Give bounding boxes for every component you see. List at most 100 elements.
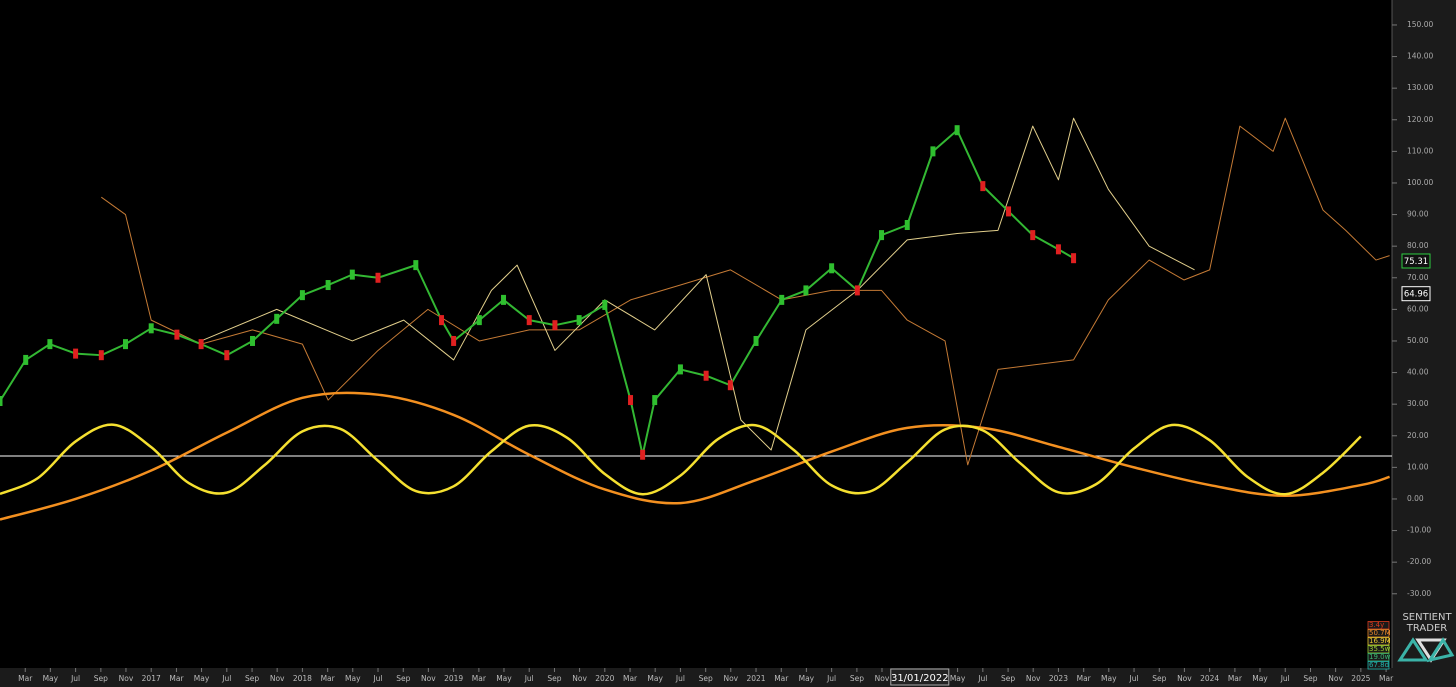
price-candle [640, 449, 646, 460]
price-candle [526, 315, 532, 326]
plot-background [0, 0, 1392, 668]
price-candle [652, 395, 658, 406]
y-tick-label: 120.00 [1407, 115, 1433, 124]
x-tick-label: Mar [321, 674, 336, 683]
price-candle [299, 290, 305, 301]
x-tick-label: Mar [1228, 674, 1243, 683]
x-tick-label: Mar [774, 674, 789, 683]
price-candle [413, 260, 419, 271]
x-tick-label: Sep [1303, 674, 1317, 683]
y-tick-label: 50.00 [1407, 336, 1429, 345]
price-candle [779, 294, 785, 305]
x-tick-label: Nov [1026, 674, 1041, 683]
price-candle [1030, 230, 1036, 241]
price-candle [23, 354, 29, 365]
x-tick-label: Mar [472, 674, 487, 683]
x-tick-label: Nov [270, 674, 285, 683]
price-candle [451, 335, 457, 346]
x-axis-panel [0, 668, 1392, 687]
price-candle [854, 285, 860, 296]
price-candle [98, 350, 104, 361]
series-line [200, 117, 1195, 451]
price-candle [349, 269, 355, 280]
y-tick-label: 10.00 [1407, 462, 1429, 471]
price-candle [1006, 206, 1012, 217]
cursor-date: 31/01/2022 [891, 673, 949, 684]
y-tick-label: 100.00 [1407, 178, 1433, 187]
x-tick-label: Jul [977, 674, 987, 683]
legend-label: 19.0w [1369, 653, 1391, 661]
price-candle [954, 125, 960, 136]
x-tick-label: May [43, 674, 59, 683]
x-tick-label: Jul [826, 674, 836, 683]
x-tick-label: Jul [1280, 674, 1290, 683]
price-candle [274, 313, 280, 324]
x-tick-label: May [647, 674, 663, 683]
x-tick-label: Jul [372, 674, 382, 683]
x-tick-label: Sep [1001, 674, 1015, 683]
price-label: 64.96 [1404, 290, 1428, 300]
x-tick-label: Nov [723, 674, 738, 683]
x-tick-label: Mar [18, 674, 33, 683]
y-tick-label: -10.00 [1407, 526, 1431, 535]
price-candle [703, 370, 709, 381]
x-tick-label: Sep [850, 674, 864, 683]
price-candle [930, 146, 936, 157]
price-label: 75.31 [1404, 257, 1428, 267]
legend-swatch [1367, 621, 1390, 630]
x-tick-label: Mar [1379, 674, 1394, 683]
price-candle [476, 315, 482, 326]
x-tick-label: Nov [119, 674, 134, 683]
price-candle [198, 339, 204, 350]
price-candle [980, 181, 986, 192]
legend-label: 35.5w [1369, 645, 1391, 653]
price-candle [576, 315, 582, 326]
legend-label: 67.8d [1369, 661, 1389, 669]
x-tick-label: Sep [699, 674, 713, 683]
price-candle [904, 219, 910, 230]
x-tick-label: 2020 [595, 674, 614, 683]
price-label-box [1401, 253, 1431, 269]
logo-shape [1397, 637, 1429, 662]
x-tick-label: Nov [1328, 674, 1343, 683]
brand-text: TRADER [1406, 623, 1448, 634]
x-tick-label: 2024 [1200, 674, 1219, 683]
legend-swatch [1367, 661, 1390, 670]
x-tick-label: 2018 [293, 674, 312, 683]
x-tick-label: 2023 [1049, 674, 1068, 683]
x-tick-label: Jul [524, 674, 534, 683]
x-tick-label: May [496, 674, 512, 683]
y-tick-label: 110.00 [1407, 146, 1433, 155]
legend-label: 50.7M [1369, 629, 1391, 637]
y-tick-label: 130.00 [1407, 83, 1433, 92]
price-candle [250, 335, 256, 346]
price-candle [123, 339, 129, 350]
x-tick-label: Nov [572, 674, 587, 683]
y-tick-label: 150.00 [1407, 20, 1433, 29]
x-tick-label: Mar [623, 674, 638, 683]
price-candle [148, 323, 154, 334]
x-tick-label: Sep [547, 674, 561, 683]
y-tick-label: 90.00 [1407, 210, 1429, 219]
price-candle [47, 339, 53, 350]
x-tick-label: Jul [1129, 674, 1139, 683]
y-tick-label: 40.00 [1407, 368, 1429, 377]
y-tick-label: -30.00 [1407, 589, 1431, 598]
x-tick-label: May [194, 674, 210, 683]
y-tick-label: 60.00 [1407, 304, 1429, 313]
legend-swatch [1367, 637, 1390, 646]
x-tick-label: Sep [94, 674, 108, 683]
x-tick-label: May [345, 674, 361, 683]
series-line [0, 391, 1390, 521]
price-candle [73, 348, 79, 359]
brand-text: SENTIENT [1402, 612, 1452, 623]
x-tick-label: Jul [70, 674, 80, 683]
x-tick-label: Sep [396, 674, 410, 683]
x-tick-label: May [1252, 674, 1268, 683]
x-tick-label: Jul [221, 674, 231, 683]
price-candle [1071, 253, 1077, 264]
legend-label: 16.9M [1369, 637, 1391, 645]
price-candle [439, 315, 445, 326]
price-candle [753, 335, 759, 346]
